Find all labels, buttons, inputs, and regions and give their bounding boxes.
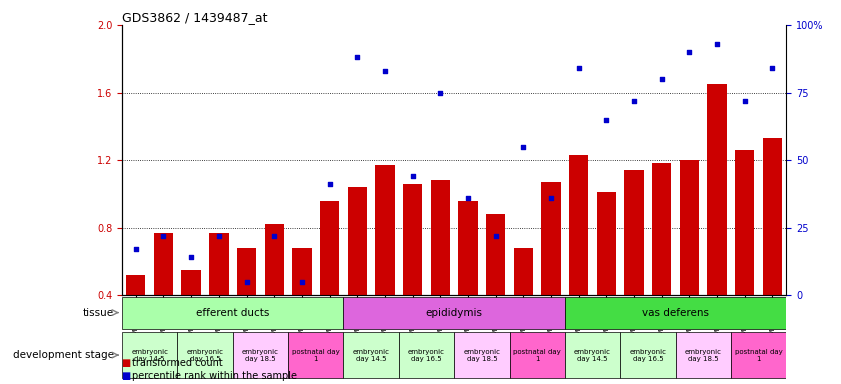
Bar <box>454 332 510 378</box>
Point <box>406 173 420 179</box>
Bar <box>320 200 339 295</box>
Bar <box>182 270 201 295</box>
Bar <box>652 164 671 295</box>
Bar <box>624 170 643 295</box>
Text: tissue: tissue <box>82 308 114 318</box>
Point <box>323 181 336 187</box>
Text: percentile rank within the sample: percentile rank within the sample <box>132 371 297 381</box>
Point <box>267 233 281 239</box>
Point <box>461 195 474 201</box>
Text: GDS3862 / 1439487_at: GDS3862 / 1439487_at <box>122 11 267 24</box>
Bar <box>154 233 173 295</box>
Bar <box>288 332 343 378</box>
Point <box>240 279 253 285</box>
Text: embryonic
day 14.5: embryonic day 14.5 <box>574 349 611 362</box>
Bar <box>731 332 786 378</box>
Point <box>766 65 780 71</box>
Point <box>544 195 558 201</box>
Bar <box>542 182 561 295</box>
Bar <box>343 296 565 329</box>
Text: ■: ■ <box>122 358 135 368</box>
Bar <box>375 165 394 295</box>
Point <box>683 49 696 55</box>
Bar <box>510 332 565 378</box>
Bar <box>565 296 786 329</box>
Point <box>516 144 530 150</box>
Text: embryonic
day 14.5: embryonic day 14.5 <box>352 349 389 362</box>
Point <box>434 89 447 96</box>
Bar <box>126 275 145 295</box>
Point <box>627 98 641 104</box>
Bar <box>763 138 782 295</box>
Point <box>655 76 669 82</box>
Text: postnatal day
1: postnatal day 1 <box>735 349 782 362</box>
Text: efferent ducts: efferent ducts <box>196 308 269 318</box>
Point <box>600 116 613 122</box>
Bar <box>569 155 589 295</box>
Point <box>156 233 170 239</box>
Point <box>572 65 585 71</box>
Bar <box>347 187 367 295</box>
Text: embryonic
day 18.5: embryonic day 18.5 <box>685 349 722 362</box>
Bar <box>431 180 450 295</box>
Bar <box>343 332 399 378</box>
Bar <box>122 332 177 378</box>
Point <box>295 279 309 285</box>
Bar <box>122 296 343 329</box>
Point <box>351 54 364 60</box>
Bar <box>565 332 620 378</box>
Point <box>378 68 392 74</box>
Text: embryonic
day 16.5: embryonic day 16.5 <box>408 349 445 362</box>
Bar <box>233 332 288 378</box>
Text: transformed count: transformed count <box>132 358 223 368</box>
Bar <box>621 332 675 378</box>
Bar <box>265 224 284 295</box>
Text: postnatal day
1: postnatal day 1 <box>292 349 340 362</box>
Bar <box>675 332 731 378</box>
Bar <box>292 248 311 295</box>
Bar <box>707 84 727 295</box>
Bar <box>735 150 754 295</box>
Text: ■: ■ <box>122 371 135 381</box>
Bar <box>680 160 699 295</box>
Bar <box>514 248 533 295</box>
Text: postnatal day
1: postnatal day 1 <box>513 349 561 362</box>
Bar <box>458 200 478 295</box>
Bar <box>486 214 505 295</box>
Text: embryonic
day 16.5: embryonic day 16.5 <box>187 349 224 362</box>
Bar <box>403 184 422 295</box>
Text: embryonic
day 18.5: embryonic day 18.5 <box>463 349 500 362</box>
Point <box>489 233 502 239</box>
Text: epididymis: epididymis <box>426 308 483 318</box>
Text: development stage: development stage <box>13 350 114 360</box>
Bar <box>399 332 454 378</box>
Bar <box>237 248 257 295</box>
Point <box>212 233 225 239</box>
Text: embryonic
day 14.5: embryonic day 14.5 <box>131 349 168 362</box>
Point <box>738 98 752 104</box>
Bar <box>209 233 229 295</box>
Text: vas deferens: vas deferens <box>642 308 709 318</box>
Point <box>129 246 142 252</box>
Text: embryonic
day 18.5: embryonic day 18.5 <box>242 349 279 362</box>
Point <box>711 41 724 47</box>
Bar <box>597 192 616 295</box>
Text: embryonic
day 16.5: embryonic day 16.5 <box>629 349 666 362</box>
Bar <box>177 332 233 378</box>
Point <box>184 254 198 260</box>
